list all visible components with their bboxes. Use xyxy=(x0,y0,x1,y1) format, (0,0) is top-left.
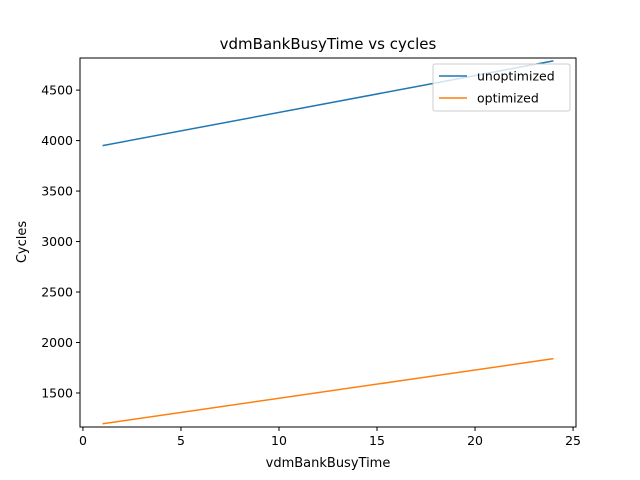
legend: unoptimized optimized xyxy=(432,63,571,112)
y-tick-label: 1500 xyxy=(41,385,73,400)
legend-label-unoptimized: unoptimized xyxy=(477,69,555,84)
y-axis-label: Cycles xyxy=(15,221,30,264)
y-tick-label: 2000 xyxy=(41,335,73,350)
x-tick-label: 25 xyxy=(565,433,581,448)
y-tick-label: 4500 xyxy=(41,83,73,98)
x-tick-label: 5 xyxy=(177,433,185,448)
x-axis-ticks: 0 5 10 15 20 25 xyxy=(79,427,581,448)
legend-label-optimized: optimized xyxy=(477,91,539,106)
series-line-optimized xyxy=(102,357,554,425)
x-tick-label: 20 xyxy=(467,433,483,448)
x-axis-label: vdmBankBusyTime xyxy=(266,456,391,471)
y-tick-label: 4000 xyxy=(41,133,73,148)
axes-frame xyxy=(79,57,577,428)
y-tick-label: 2500 xyxy=(41,285,73,300)
legend-box xyxy=(432,63,571,112)
plot-area: 0 5 10 15 20 25 1500200025003000350040004500 … xyxy=(41,57,581,448)
x-tick-label: 15 xyxy=(369,433,385,448)
chart-title: vdmBankBusyTime vs cycles xyxy=(220,35,437,53)
y-tick-label: 3000 xyxy=(41,234,73,249)
y-axis-ticks: 1500 2000 2500 3000 3500 4000 4500 xyxy=(41,83,80,400)
x-tick-label: 0 xyxy=(79,433,87,448)
x-tick-label: 10 xyxy=(271,433,287,448)
y-tick-label: 3500 xyxy=(41,184,73,199)
